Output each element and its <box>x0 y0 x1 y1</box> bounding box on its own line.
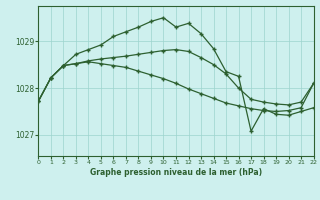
X-axis label: Graphe pression niveau de la mer (hPa): Graphe pression niveau de la mer (hPa) <box>90 168 262 177</box>
